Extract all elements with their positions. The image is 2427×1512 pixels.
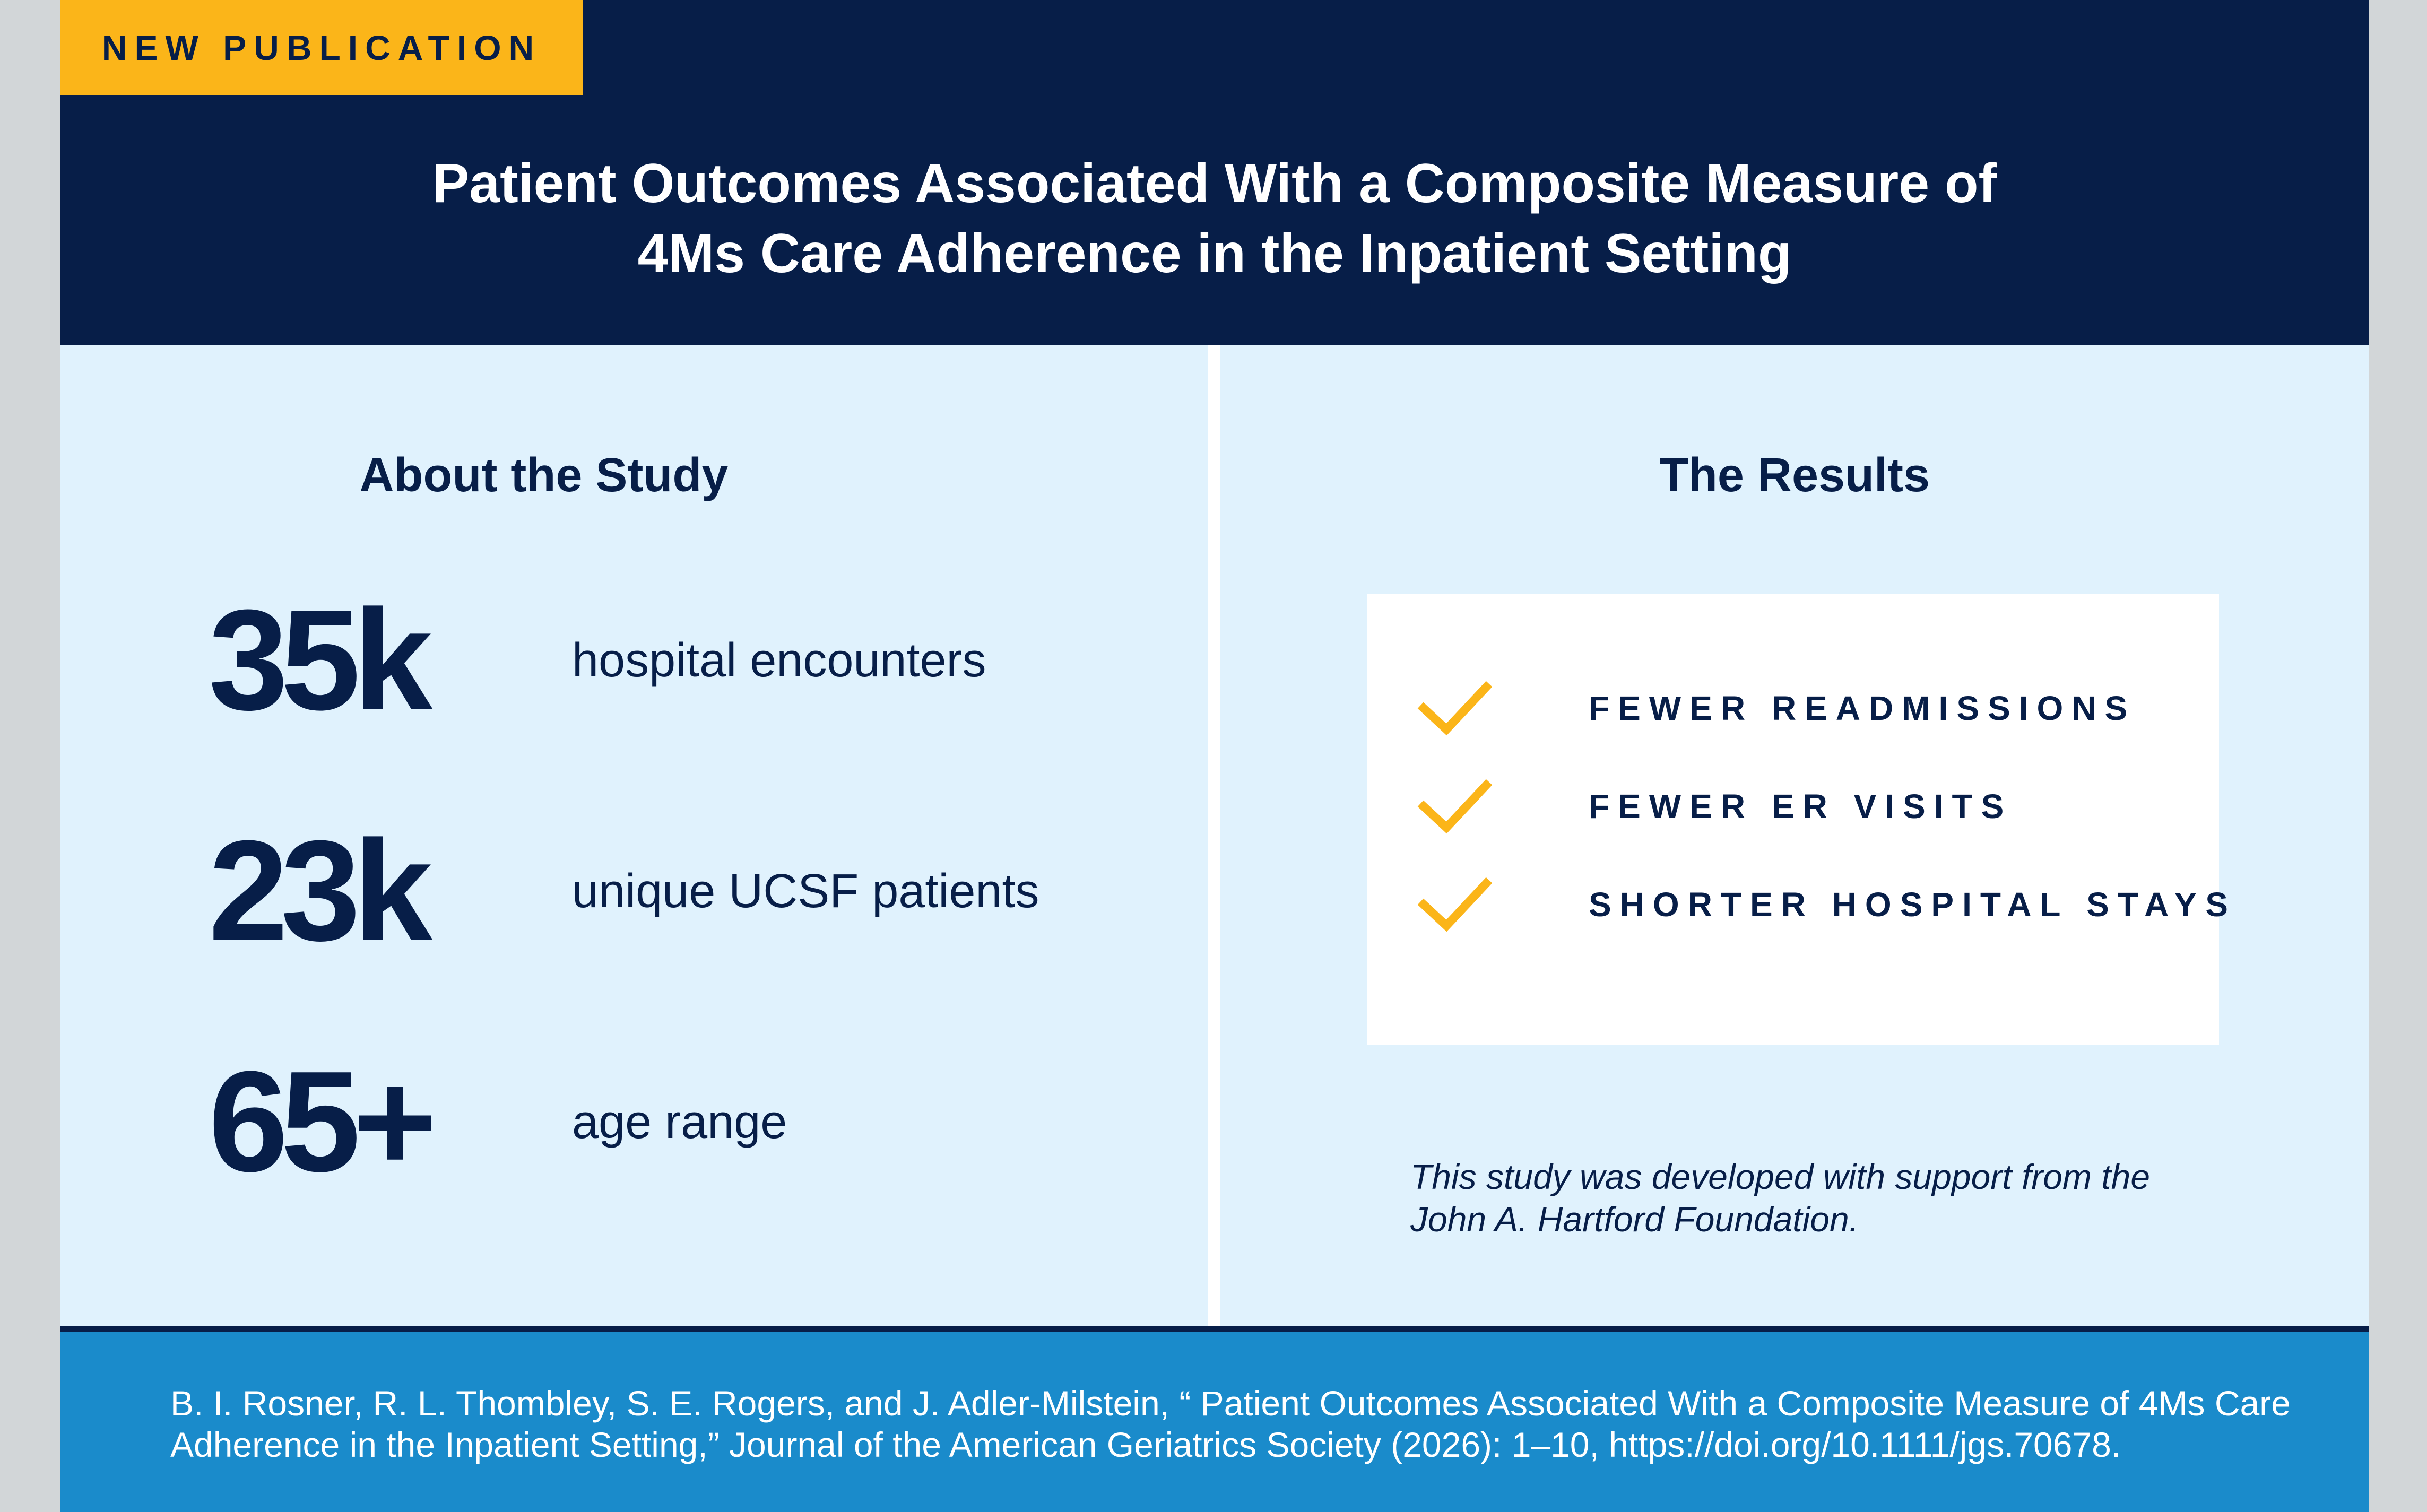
result-item: FEWER READMISSIONS: [1367, 666, 2219, 751]
checkmark-icon: [1417, 779, 1492, 834]
funding-note: This study was developed with support fr…: [1410, 1155, 2312, 1240]
title-line-2: 4Ms Care Adherence in the Inpatient Sett…: [637, 223, 1792, 284]
citation-text: B. I. Rosner, R. L. Thombley, S. E. Roge…: [170, 1383, 2293, 1465]
new-publication-badge: NEW PUBLICATION: [60, 0, 583, 95]
stat-number: 23k: [209, 811, 432, 971]
citation-line-1: B. I. Rosner, R. L. Thombley, S. E. Roge…: [170, 1384, 2291, 1423]
publication-title: Patient Outcomes Associated With a Compo…: [166, 149, 2263, 289]
result-label: FEWER ER VISITS: [1589, 787, 2013, 825]
stat-label: age range: [572, 1096, 787, 1149]
stat-row: 65+ age range: [60, 1042, 1208, 1202]
result-item: SHORTER HOSPITAL STAYS: [1367, 862, 2228, 947]
funding-note-line-1: This study was developed with support fr…: [1410, 1157, 2151, 1196]
result-label: SHORTER HOSPITAL STAYS: [1589, 885, 2237, 924]
stat-row: 35k hospital encounters: [60, 581, 1208, 740]
header-banner: NEW PUBLICATION Patient Outcomes Associa…: [60, 0, 2369, 345]
stat-row: 23k unique UCSF patients: [60, 812, 1208, 971]
about-heading: About the Study: [359, 449, 729, 502]
checkmark-icon: [1417, 877, 1492, 932]
citation-line-2: Adherence in the Inpatient Setting,” Jou…: [170, 1425, 2121, 1464]
stat-number: 65+: [209, 1042, 437, 1202]
result-label: FEWER READMISSIONS: [1589, 689, 2136, 727]
checkmark-icon: [1417, 681, 1492, 736]
citation-footer: B. I. Rosner, R. L. Thombley, S. E. Roge…: [60, 1332, 2369, 1512]
result-item: FEWER ER VISITS: [1367, 764, 2219, 849]
stat-label: hospital encounters: [572, 634, 986, 687]
results-heading: The Results: [1659, 449, 1930, 502]
publication-card: NEW PUBLICATION Patient Outcomes Associa…: [60, 0, 2369, 1512]
title-line-1: Patient Outcomes Associated With a Compo…: [432, 153, 1997, 214]
badge-label: NEW PUBLICATION: [101, 28, 542, 67]
footer-divider: [60, 1326, 2369, 1332]
stat-label: unique UCSF patients: [572, 865, 1039, 918]
stat-number: 35k: [209, 580, 432, 740]
funding-note-line-2: John A. Hartford Foundation.: [1410, 1200, 1859, 1239]
results-box: FEWER READMISSIONS FEWER ER VISITS SHORT…: [1367, 594, 2228, 1045]
column-divider: [1208, 345, 1220, 1332]
